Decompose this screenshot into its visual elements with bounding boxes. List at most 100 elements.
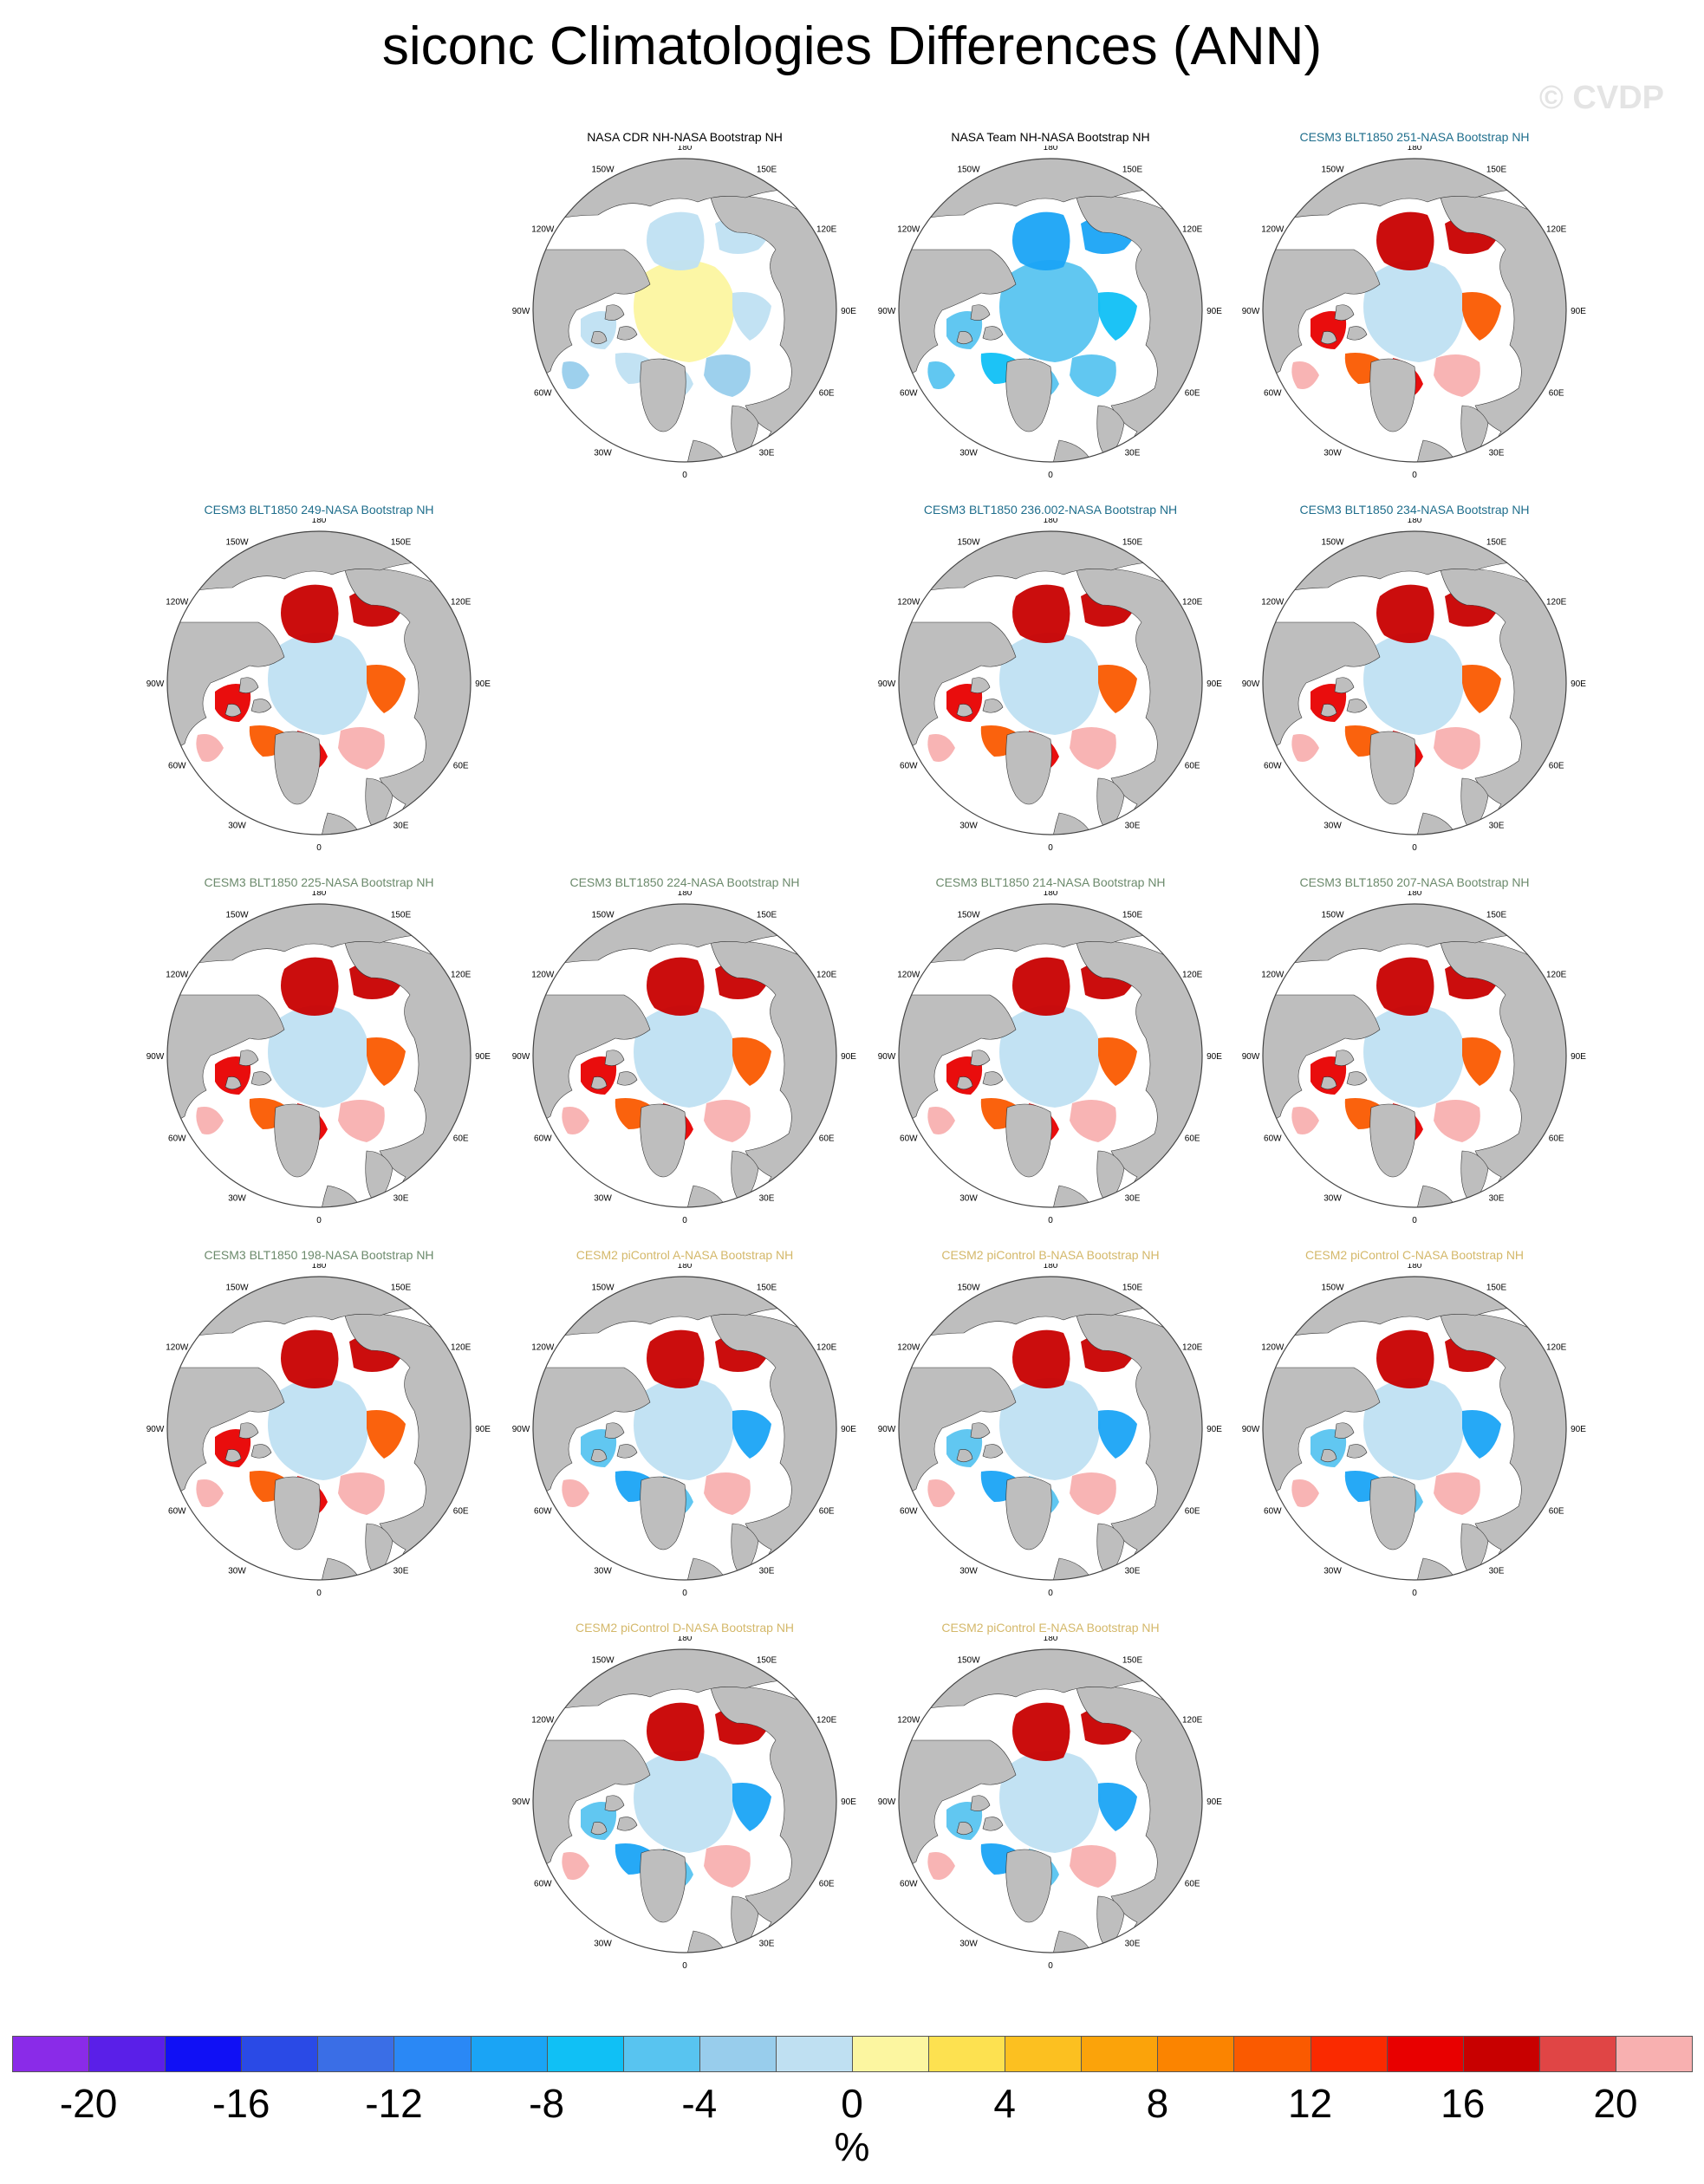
colorbar-box	[470, 2036, 548, 2072]
lon-label: 90W	[512, 1052, 530, 1062]
map-panel-p13: CESM2 piControl B-NASA Bootstrap NH 180 15…	[877, 1248, 1224, 1612]
lon-label: 30E	[1125, 449, 1141, 458]
lon-label: 0	[1048, 471, 1053, 480]
lon-label: 120E	[1546, 225, 1567, 235]
lon-label: 150W	[591, 1283, 615, 1292]
colorbar-box	[1462, 2036, 1540, 2072]
lon-label: 120W	[1261, 971, 1285, 980]
panel-title: CESM2 piControl B-NASA Bootstrap NH	[941, 1248, 1160, 1262]
lon-label: 90W	[878, 1425, 896, 1434]
lon-label: 150E	[757, 1283, 777, 1292]
hudson-field	[946, 311, 983, 349]
barents-field	[1434, 1472, 1480, 1515]
lon-label: 120W	[166, 1343, 189, 1353]
land-mass	[167, 1367, 285, 1498]
land-mass	[604, 1050, 625, 1066]
hudson-field	[1311, 1429, 1347, 1467]
lon-label: 30W	[594, 449, 612, 458]
land-mass	[1320, 704, 1337, 718]
hudson-field	[215, 684, 251, 722]
map-panel-p3: CESM3 BLT1850 251-NASA Bootstrap NH 180 15…	[1241, 130, 1588, 494]
land-mass	[1369, 731, 1416, 805]
panel-title: CESM3 BLT1850 224-NASA Bootstrap NH	[569, 875, 800, 889]
labrador-field	[196, 1479, 224, 1507]
land-mass	[1334, 1422, 1355, 1439]
central-arctic-field	[268, 1005, 369, 1108]
lon-label: 150W	[1321, 1283, 1344, 1292]
lon-label: 60E	[453, 762, 469, 771]
central-arctic-field	[1363, 1005, 1465, 1108]
colorbar-tick-label: 0	[841, 2081, 863, 2126]
lon-label: 150W	[957, 537, 980, 547]
lon-label: 120W	[531, 971, 555, 980]
lon-label: 0	[1048, 1961, 1053, 1971]
hudson-field	[946, 684, 983, 722]
lon-label: 60W	[1264, 1134, 1282, 1144]
lon-label: 30W	[959, 449, 978, 458]
lon-label: 60E	[1549, 1507, 1564, 1517]
colorbar-units: %	[834, 2124, 870, 2169]
land-mass	[970, 1422, 991, 1439]
polar-map: 180 150E 120E 90E 60E 30E 0 30W 60W 90W 120W 150W	[512, 891, 857, 1225]
lon-label: 30W	[228, 1194, 246, 1204]
lon-label: 90W	[878, 307, 896, 316]
kara-field	[1098, 1783, 1137, 1831]
hudson-field	[581, 311, 617, 349]
lon-label: 90E	[841, 1797, 856, 1807]
map-panel-p14: CESM2 piControl C-NASA Bootstrap NH 180 15…	[1241, 1248, 1588, 1612]
colorbar-box	[852, 2036, 930, 2072]
lon-label: 30E	[1125, 822, 1141, 831]
land-mass	[616, 1444, 638, 1459]
lon-label: 150W	[1321, 165, 1344, 174]
lon-label: 150E	[757, 1655, 777, 1665]
map-panel-p5: CESM3 BLT1850 236.002-NASA Bootstrap NH 1…	[877, 503, 1224, 867]
land-mass	[1334, 1050, 1355, 1066]
lon-label: 120W	[897, 971, 920, 980]
lon-label: 60W	[900, 1134, 918, 1144]
land-mass	[1263, 1367, 1381, 1498]
panel-title: CESM3 BLT1850 251-NASA Bootstrap NH	[1299, 130, 1530, 144]
colorbar-tick-label: -12	[365, 2081, 423, 2126]
lon-label: 30W	[959, 1194, 978, 1204]
barents-field	[704, 1845, 751, 1888]
lon-label: 60W	[1264, 389, 1282, 399]
lon-label: 60W	[534, 389, 552, 399]
map-panel-p8: CESM3 BLT1850 224-NASA Bootstrap NH 180 15…	[511, 875, 858, 1239]
colorbar-box	[1233, 2036, 1311, 2072]
kara-field	[367, 1410, 406, 1459]
barents-field	[1070, 1100, 1116, 1142]
labrador-field	[562, 1852, 589, 1880]
lon-label: 150W	[957, 1655, 980, 1665]
barents-field	[704, 1472, 751, 1515]
lon-label: 60W	[900, 389, 918, 399]
lon-label: 90W	[878, 1797, 896, 1807]
lon-label: 60W	[168, 1507, 186, 1517]
lon-label: 90E	[1571, 1425, 1586, 1434]
hudson-field	[581, 1429, 617, 1467]
cvdp-watermark: © CVDP	[1538, 80, 1664, 116]
kara-field	[732, 1410, 771, 1459]
chukchi-field	[647, 1329, 705, 1388]
lon-label: 150E	[391, 537, 412, 547]
lon-label: 150W	[957, 910, 980, 920]
lon-label: 30E	[759, 1194, 775, 1204]
central-arctic-field	[634, 260, 735, 362]
land-mass	[956, 1076, 973, 1090]
colorbar-box	[1157, 2036, 1235, 2072]
kara-field	[1098, 292, 1137, 341]
land-mass	[956, 704, 973, 718]
land-mass	[274, 1103, 321, 1178]
land-mass	[1050, 1930, 1095, 1953]
lon-label: 150W	[591, 1655, 615, 1665]
lon-label: 120E	[816, 225, 837, 235]
lon-label: 120E	[451, 971, 472, 980]
land-mass	[970, 1050, 991, 1066]
lon-label: 0	[316, 1589, 322, 1598]
labrador-field	[927, 1479, 955, 1507]
land-mass	[684, 1557, 729, 1580]
land-mass	[604, 1422, 625, 1439]
chukchi-field	[1376, 1329, 1434, 1388]
barents-field	[338, 1100, 385, 1142]
labrador-field	[196, 1107, 224, 1134]
lon-label: 30W	[1324, 1567, 1342, 1576]
